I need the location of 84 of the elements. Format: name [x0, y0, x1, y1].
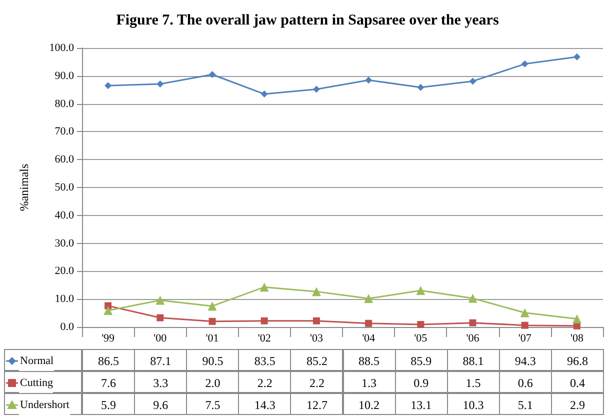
x-tick-label: '99	[102, 332, 116, 344]
point	[260, 90, 268, 98]
y-tick-label: 90.0	[54, 70, 74, 82]
x-tick-label: '06	[466, 332, 480, 344]
y-tick-label: 10.0	[54, 293, 74, 306]
x-tick-label: '03	[310, 332, 324, 344]
point	[469, 319, 476, 326]
point	[365, 320, 372, 327]
data-label: 2.2	[290, 371, 344, 393]
point	[104, 82, 112, 90]
y-tick-label: 20.0	[54, 265, 74, 278]
y-tick-label: 50.0	[54, 182, 74, 194]
data-label: 88.5	[342, 349, 396, 371]
data-label: 86.5	[82, 349, 136, 371]
data-label: 85.2	[290, 349, 344, 371]
data-label: 96.8	[550, 349, 604, 371]
data-label: 88.1	[446, 349, 500, 371]
data-label: 3.3	[134, 371, 188, 393]
point	[208, 71, 216, 78]
data-label: 5.9	[82, 393, 136, 415]
data-label: 7.5	[186, 393, 240, 415]
data-label: 14.3	[238, 393, 292, 415]
legend-label: Cutting	[19, 372, 54, 394]
point	[312, 287, 321, 296]
data-label: 94.3	[498, 349, 552, 371]
point	[573, 53, 580, 60]
data-label: 87.1	[134, 349, 188, 371]
data-label: 0.4	[550, 371, 604, 393]
point	[208, 302, 217, 311]
data-label: 1.5	[446, 371, 500, 393]
x-tick-label: '01	[206, 332, 219, 344]
data-label: 2.2	[238, 371, 292, 393]
legend-label: Undershort	[19, 394, 70, 416]
data-label: 83.5	[238, 349, 292, 371]
data-label: 10.2	[342, 393, 396, 415]
data-label: 13.1	[394, 393, 448, 415]
legend-label: Normal	[19, 350, 54, 372]
y-tick-label: 70.0	[54, 126, 74, 138]
data-label: 2.0	[186, 371, 240, 393]
x-tick-label: '04	[362, 332, 376, 344]
data-label: 90.5	[186, 349, 240, 371]
data-label: 12.7	[290, 393, 344, 415]
data-label: 0.6	[498, 371, 552, 393]
point	[312, 86, 320, 93]
x-tick-label: '05	[414, 332, 428, 344]
point	[312, 317, 320, 324]
point	[365, 76, 372, 84]
y-axis-title: %animals	[17, 164, 31, 212]
point	[469, 78, 476, 85]
point	[156, 296, 165, 305]
data-label: 1.3	[342, 371, 396, 393]
y-tick-label: 100.0	[49, 42, 74, 54]
y-tick-label: 40.0	[54, 209, 74, 222]
point	[156, 314, 164, 322]
point	[416, 286, 426, 295]
point	[572, 314, 582, 324]
y-tick-label: 0.0	[60, 321, 74, 333]
point	[417, 84, 424, 91]
x-tick-label: '08	[570, 332, 584, 344]
x-tick-label: '02	[258, 332, 271, 344]
point	[208, 318, 216, 325]
y-tick-label: 30.0	[54, 237, 74, 250]
data-label: 7.6	[82, 371, 136, 393]
x-tick-label: '00	[154, 332, 168, 344]
point	[521, 60, 528, 68]
data-label: 9.6	[134, 393, 188, 415]
point	[156, 80, 164, 88]
point	[260, 317, 268, 324]
data-label: 10.3	[446, 393, 500, 415]
point	[520, 308, 530, 318]
data-label: 85.9	[394, 349, 448, 371]
point	[260, 282, 269, 292]
point	[364, 294, 374, 304]
point	[521, 322, 528, 329]
point	[104, 306, 113, 316]
data-label: 5.1	[498, 393, 552, 415]
data-label: 2.9	[550, 393, 604, 415]
x-tick-label: '07	[518, 332, 532, 344]
y-tick-label: 80.0	[54, 98, 74, 110]
chart-title: Figure 7. The overall jaw pattern in Sapsaree over the years	[116, 12, 499, 28]
point	[468, 294, 478, 303]
point	[417, 320, 424, 328]
data-label: 0.9	[394, 371, 448, 393]
y-tick-label: 60.0	[54, 154, 74, 166]
